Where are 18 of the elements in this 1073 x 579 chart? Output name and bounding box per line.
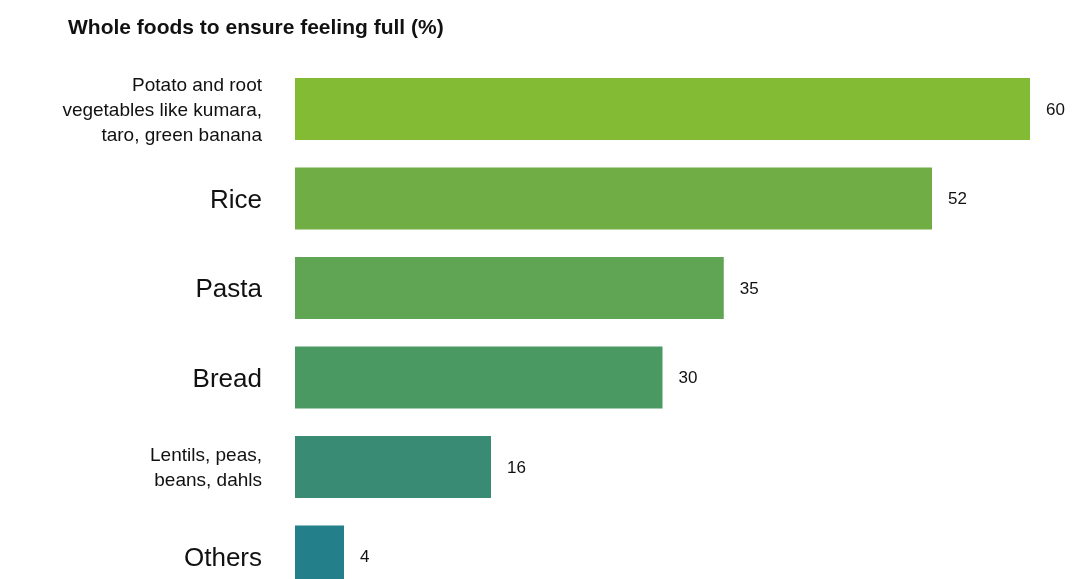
data-label: 4 [360, 547, 370, 567]
y-tick-label: Lentils, peas, beans, dahls [150, 444, 262, 491]
chart-title: Whole foods to ensure feeling full (%) [68, 15, 444, 38]
data-label: 52 [948, 189, 967, 209]
bar [295, 78, 1030, 140]
y-tick-label: Others [183, 541, 262, 572]
y-tick-label: Rice [209, 183, 262, 214]
bar [295, 257, 724, 319]
bar [295, 167, 932, 230]
y-tick-label: Pasta [195, 273, 263, 304]
data-label: 60 [1046, 99, 1065, 119]
y-tick-label: Bread [192, 362, 262, 393]
data-label: 30 [678, 368, 698, 388]
data-label: 35 [739, 278, 759, 298]
bar [295, 436, 491, 498]
data-label: 16 [507, 457, 526, 477]
y-tick-label: Potato and root vegetables like kumara, taro, green banana [62, 73, 263, 145]
bar [295, 346, 663, 409]
